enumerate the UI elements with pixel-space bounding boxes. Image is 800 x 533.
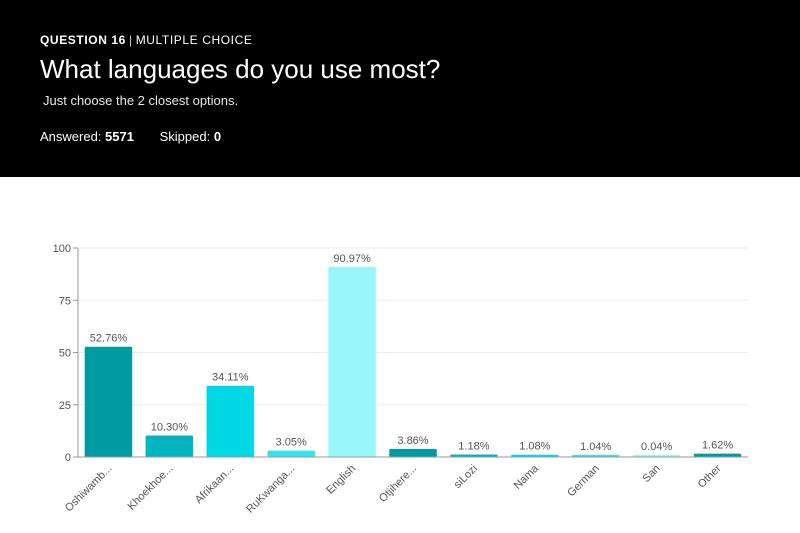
y-tick-label: 25 bbox=[59, 400, 71, 412]
question-type: MULTIPLE CHOICE bbox=[135, 33, 253, 47]
bar-6 bbox=[389, 448, 437, 457]
x-tick-label-7: siLozi bbox=[452, 463, 480, 491]
bar-9 bbox=[571, 454, 620, 457]
bar-4 bbox=[267, 450, 315, 457]
value-label-3: 34.11% bbox=[212, 372, 249, 384]
skipped-label: Skipped: bbox=[159, 129, 211, 144]
value-label-7: 1.18% bbox=[458, 441, 489, 453]
x-tick-label-10: San bbox=[640, 463, 662, 485]
answered-stat: Answered: 5571 bbox=[40, 129, 134, 144]
x-tick-label-8: Nama bbox=[512, 462, 542, 492]
x-tick-label-5: English bbox=[324, 463, 358, 497]
y-tick-label: 75 bbox=[59, 295, 71, 307]
bar-2 bbox=[145, 435, 194, 457]
question-subtitle: Just choose the 2 closest options. bbox=[43, 93, 239, 108]
y-tick-label: 50 bbox=[59, 348, 71, 360]
answered-count: 5571 bbox=[105, 129, 134, 144]
x-tick-label-1: Oshiwamb... bbox=[63, 463, 115, 515]
answered-label: Answered: bbox=[40, 129, 102, 144]
bar-7 bbox=[450, 454, 498, 457]
value-label-1: 52.76% bbox=[90, 333, 128, 345]
y-tick-label: 100 bbox=[53, 243, 71, 255]
value-label-6: 3.86% bbox=[397, 435, 428, 447]
question-title: What languages do you use most? bbox=[40, 54, 441, 84]
bar-3 bbox=[206, 385, 255, 457]
question-header: QUESTION 16 | MULTIPLE CHOICE What languag… bbox=[0, 0, 800, 177]
x-tick-label-4: RuKwanga... bbox=[244, 463, 297, 516]
value-label-11: 1.62% bbox=[702, 440, 733, 452]
bar-5 bbox=[328, 266, 376, 457]
y-tick-label: 0 bbox=[65, 452, 71, 464]
bar-11 bbox=[693, 453, 742, 457]
x-tick-label-9: German bbox=[565, 463, 602, 500]
question-meta-separator: | bbox=[128, 33, 133, 47]
value-label-2: 10.30% bbox=[151, 421, 189, 433]
bar-1 bbox=[84, 346, 133, 457]
value-label-5: 90.97% bbox=[333, 253, 371, 265]
question-meta: QUESTION 16 | MULTIPLE CHOICE bbox=[40, 33, 252, 47]
value-label-10: 0.04% bbox=[641, 441, 672, 453]
value-label-8: 1.08% bbox=[519, 441, 550, 453]
skipped-count: 0 bbox=[213, 129, 222, 144]
bar-chart: 0 25 50 75 100 52.76% Oshiwamb... 10.30% Khoekho… bbox=[53, 243, 748, 516]
value-label-9: 1.04% bbox=[580, 441, 611, 453]
response-stats: Answered: 5571 Skipped: 0 bbox=[40, 129, 243, 144]
x-tick-label-3: Afrikaan... bbox=[193, 463, 237, 507]
skipped-stat: Skipped: 0 bbox=[160, 129, 221, 144]
value-label-4: 3.05% bbox=[276, 437, 307, 449]
x-tick-label-2: Khoekhoe... bbox=[125, 463, 175, 513]
x-tick-label-6: Otjihere... bbox=[377, 463, 419, 505]
question-number: QUESTION 16 bbox=[40, 33, 126, 47]
x-tick-label-11: Other bbox=[696, 462, 724, 490]
bar-8 bbox=[511, 454, 559, 457]
